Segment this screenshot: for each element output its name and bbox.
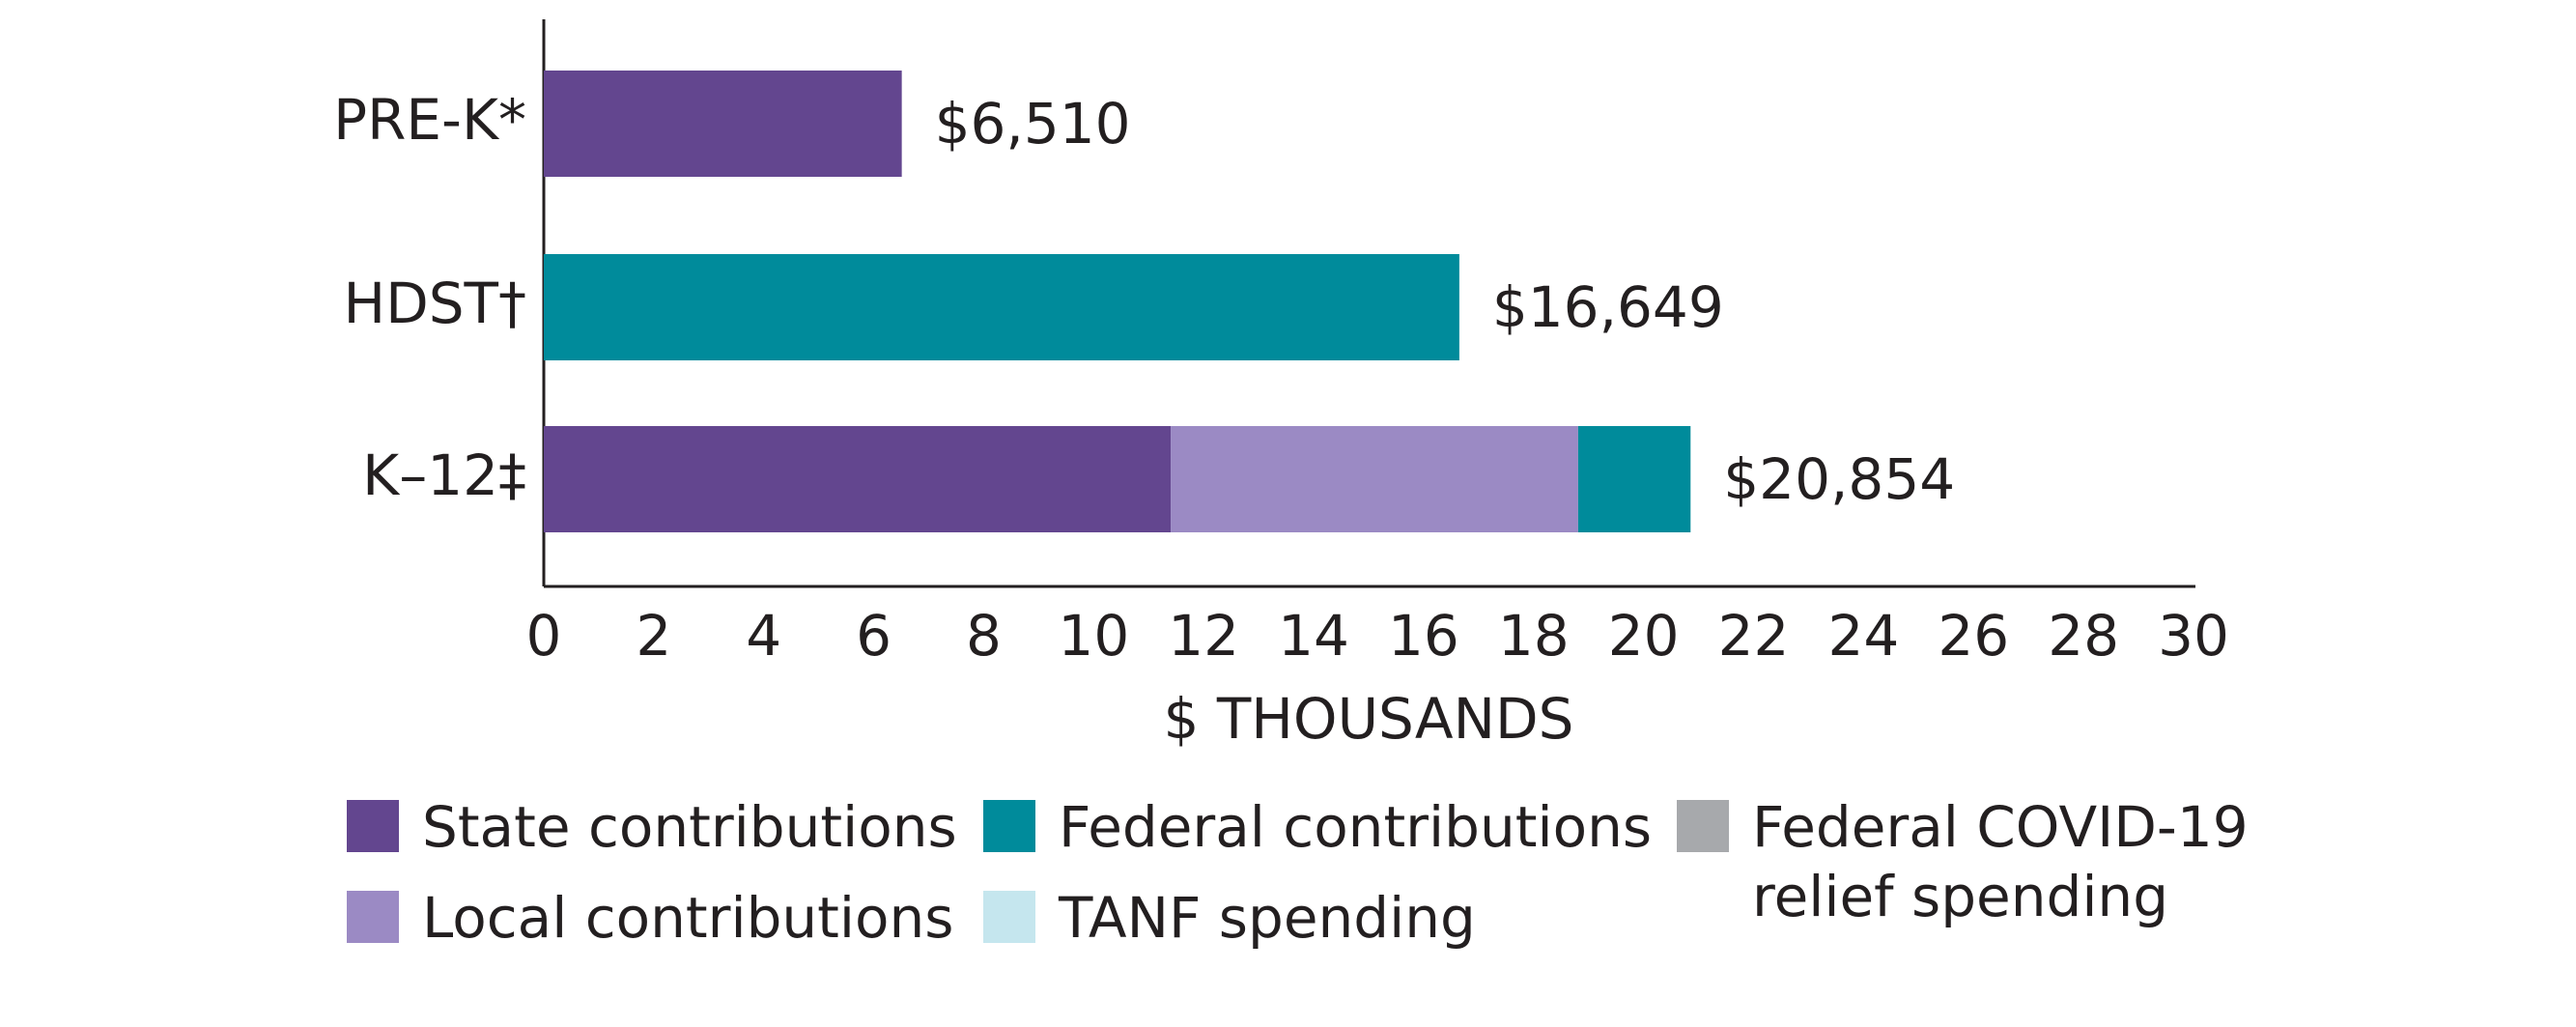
y-tick-label: PRE-K* <box>333 87 526 153</box>
x-tick-label: 12 <box>1168 603 1239 669</box>
x-tick-label: 14 <box>1278 603 1349 669</box>
x-tick-label: 24 <box>1827 603 1899 669</box>
x-tick-label: 2 <box>636 603 671 669</box>
total-label: $6,510 <box>935 91 1131 157</box>
total-label: $20,854 <box>1723 446 1955 512</box>
y-tick-label: K–12‡ <box>362 442 526 508</box>
y-tick-label: HDST† <box>343 271 526 336</box>
legend-item: State contributions <box>347 792 957 862</box>
legend-swatch <box>347 800 399 852</box>
bar-segment <box>544 71 902 177</box>
legend-swatch <box>983 800 1035 852</box>
legend-label: Local contributions <box>422 885 954 951</box>
legend-label: State contributions <box>422 794 957 860</box>
bar-segment <box>1577 426 1691 532</box>
bar-segment <box>1171 426 1578 532</box>
legend-swatch <box>347 891 399 943</box>
x-tick-label: 6 <box>856 603 892 669</box>
x-tick-label: 4 <box>746 603 781 669</box>
x-tick-label: 30 <box>2158 603 2229 669</box>
x-tick-label: 18 <box>1498 603 1570 669</box>
x-tick-label: 8 <box>966 603 1002 669</box>
x-tick-label: 20 <box>1608 603 1680 669</box>
x-tick-label: 10 <box>1058 603 1129 669</box>
bar-segment <box>544 254 1459 360</box>
legend-item: Federal COVID-19 relief spending <box>1677 792 2276 931</box>
legend-item: Local contributions <box>347 883 954 953</box>
x-tick-label: 28 <box>2048 603 2119 669</box>
total-label: $16,649 <box>1492 274 1724 340</box>
legend-item: Federal contributions <box>983 792 1652 862</box>
x-tick-label: 16 <box>1388 603 1459 669</box>
x-tick-label: 26 <box>1938 603 2009 669</box>
legend-swatch <box>1677 800 1729 852</box>
x-tick-label: 22 <box>1718 603 1790 669</box>
legend-item: TANF spending <box>983 883 1476 953</box>
legend-label: TANF spending <box>1059 885 1476 951</box>
legend-label: Federal contributions <box>1059 794 1653 860</box>
legend-swatch <box>983 891 1035 943</box>
x-tick-label: 0 <box>526 603 562 669</box>
bar-segment <box>544 426 1172 532</box>
x-axis-title: $ THOUSANDS <box>1164 686 1574 752</box>
legend-label: Federal COVID-19 relief spending <box>1752 794 2249 929</box>
